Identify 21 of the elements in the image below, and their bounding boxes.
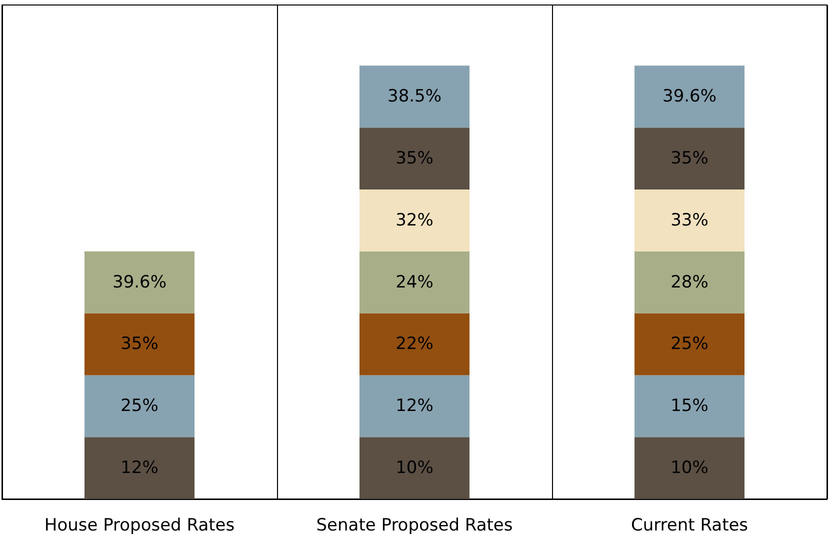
data-label: 12%: [396, 396, 434, 416]
data-label: 39.6%: [112, 272, 167, 292]
data-label: 38.5%: [387, 86, 442, 107]
data-label: 39.6%: [662, 86, 717, 107]
data-label: 28%: [670, 272, 708, 292]
data-label: 10%: [670, 458, 708, 478]
data-label: 35%: [120, 334, 158, 354]
category-label: House Proposed Rates: [44, 516, 235, 536]
data-label: 22%: [396, 334, 434, 354]
data-label: 35%: [670, 148, 708, 169]
category-label: Senate Proposed Rates: [316, 516, 513, 536]
data-label: 12%: [120, 458, 158, 478]
category-label: Current Rates: [630, 516, 748, 536]
data-label: 24%: [396, 272, 434, 292]
data-label: 15%: [670, 396, 708, 416]
data-label: 10%: [396, 458, 434, 478]
data-label: 32%: [396, 210, 434, 230]
data-label: 35%: [396, 148, 434, 169]
data-label: 33%: [670, 210, 708, 230]
data-label: 25%: [670, 334, 708, 354]
data-label: 25%: [120, 396, 158, 416]
